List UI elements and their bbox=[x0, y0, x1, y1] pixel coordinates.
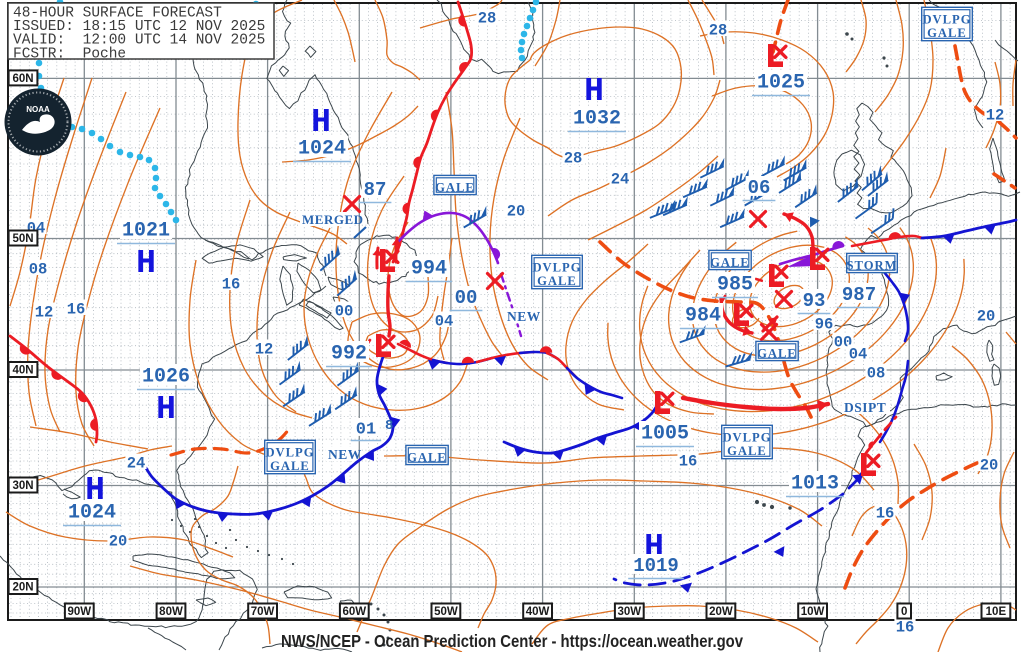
svg-text:GALE: GALE bbox=[757, 346, 797, 360]
svg-text:16: 16 bbox=[222, 276, 241, 294]
svg-text:00: 00 bbox=[335, 303, 354, 321]
svg-text:16: 16 bbox=[67, 301, 86, 319]
svg-text:16: 16 bbox=[896, 619, 915, 637]
svg-text:04: 04 bbox=[435, 313, 454, 331]
svg-text:20N: 20N bbox=[12, 582, 33, 594]
svg-text:1024: 1024 bbox=[68, 502, 116, 525]
svg-text:GALE: GALE bbox=[927, 26, 967, 40]
svg-text:20: 20 bbox=[109, 533, 128, 551]
svg-text:30N: 30N bbox=[12, 480, 33, 492]
svg-text:1019: 1019 bbox=[633, 555, 679, 577]
svg-text:16: 16 bbox=[679, 453, 698, 471]
svg-text:08: 08 bbox=[867, 365, 886, 383]
svg-text:28: 28 bbox=[709, 22, 728, 40]
svg-text:NEW: NEW bbox=[507, 309, 541, 324]
svg-text:1013: 1013 bbox=[791, 473, 839, 496]
svg-text:60W: 60W bbox=[342, 606, 366, 618]
svg-text:24: 24 bbox=[127, 455, 146, 473]
svg-text:DVLPG: DVLPG bbox=[922, 12, 971, 26]
svg-text:28: 28 bbox=[478, 10, 497, 28]
svg-text:50W: 50W bbox=[434, 606, 458, 618]
svg-text:1025: 1025 bbox=[757, 72, 805, 95]
svg-text:12: 12 bbox=[986, 107, 1005, 125]
svg-text:10W: 10W bbox=[801, 606, 825, 618]
svg-text:GALE: GALE bbox=[537, 274, 577, 288]
svg-text:STORM: STORM bbox=[847, 258, 898, 272]
svg-text:30W: 30W bbox=[617, 606, 641, 618]
svg-text:90W: 90W bbox=[67, 606, 91, 618]
svg-text:H: H bbox=[156, 391, 176, 428]
svg-text:1024: 1024 bbox=[298, 138, 346, 161]
svg-text:MERGED: MERGED bbox=[302, 212, 364, 227]
svg-text:NOAA: NOAA bbox=[26, 105, 50, 114]
svg-text:12: 12 bbox=[35, 304, 54, 322]
svg-text:DSIPT: DSIPT bbox=[844, 400, 886, 415]
svg-text:H: H bbox=[136, 245, 156, 282]
svg-text:NEW: NEW bbox=[328, 447, 362, 462]
svg-text:28: 28 bbox=[564, 150, 583, 168]
svg-text:FCSTR: Poche: FCSTR: Poche bbox=[13, 46, 126, 62]
svg-text:12: 12 bbox=[255, 341, 274, 359]
svg-text:GALE: GALE bbox=[435, 180, 475, 194]
svg-text:00: 00 bbox=[455, 287, 478, 309]
svg-text:985: 985 bbox=[717, 274, 753, 297]
svg-text:08: 08 bbox=[29, 261, 48, 279]
svg-text:GALE: GALE bbox=[727, 444, 767, 458]
svg-text:GALE: GALE bbox=[710, 255, 750, 269]
svg-text:DVLPG: DVLPG bbox=[722, 430, 771, 444]
svg-text:24: 24 bbox=[611, 171, 630, 189]
svg-text:16: 16 bbox=[876, 505, 895, 523]
svg-text:984: 984 bbox=[685, 305, 721, 328]
svg-text:93: 93 bbox=[803, 290, 826, 312]
svg-text:1026: 1026 bbox=[142, 366, 190, 389]
svg-text:0: 0 bbox=[901, 606, 907, 618]
svg-text:01: 01 bbox=[356, 420, 376, 439]
svg-text:992: 992 bbox=[331, 343, 367, 366]
svg-text:DVLPG: DVLPG bbox=[265, 445, 314, 459]
svg-text:1005: 1005 bbox=[641, 423, 689, 446]
svg-text:10E: 10E bbox=[986, 606, 1007, 618]
svg-text:GALE: GALE bbox=[270, 459, 310, 473]
svg-text:20: 20 bbox=[977, 308, 996, 326]
svg-text:DVLPG: DVLPG bbox=[532, 260, 581, 274]
svg-text:H: H bbox=[311, 104, 331, 141]
svg-text:987: 987 bbox=[842, 284, 876, 306]
svg-text:NWS/NCEP - Ocean Prediction Ce: NWS/NCEP - Ocean Prediction Center - htt… bbox=[281, 631, 743, 651]
svg-text:1021: 1021 bbox=[122, 220, 170, 243]
svg-text:70W: 70W bbox=[251, 606, 275, 618]
svg-text:06: 06 bbox=[748, 177, 771, 199]
svg-text:H: H bbox=[584, 73, 604, 110]
svg-text:04: 04 bbox=[849, 346, 868, 364]
svg-text:20W: 20W bbox=[709, 606, 733, 618]
svg-text:GALE: GALE bbox=[407, 450, 447, 464]
svg-text:994: 994 bbox=[411, 258, 447, 281]
svg-text:1032: 1032 bbox=[573, 108, 621, 131]
svg-text:80W: 80W bbox=[159, 606, 183, 618]
svg-text:40W: 40W bbox=[526, 606, 550, 618]
svg-text:8: 8 bbox=[385, 418, 393, 434]
svg-text:50N: 50N bbox=[12, 233, 33, 245]
svg-text:20: 20 bbox=[507, 203, 526, 221]
svg-text:60N: 60N bbox=[12, 73, 33, 85]
svg-text:96: 96 bbox=[815, 316, 834, 334]
svg-text:20: 20 bbox=[980, 457, 999, 475]
svg-text:87: 87 bbox=[364, 179, 387, 201]
svg-text:40N: 40N bbox=[12, 365, 33, 377]
